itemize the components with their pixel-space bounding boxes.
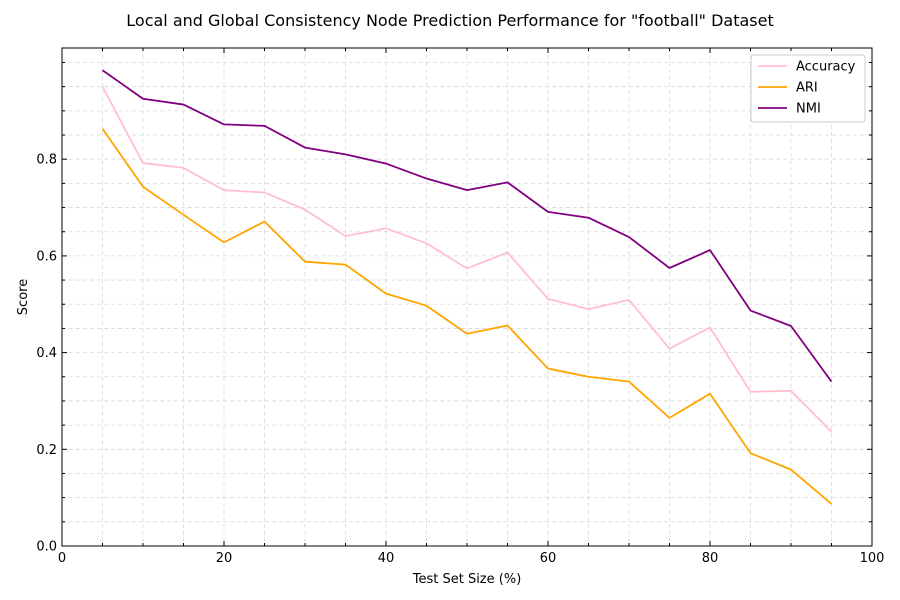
y-tick-label: 0.2 — [36, 443, 57, 458]
series-line-nmi — [101, 69, 833, 383]
series-line-ari — [101, 128, 833, 505]
y-tick-label: 0.6 — [36, 249, 57, 264]
legend-box — [750, 54, 866, 123]
x-tick-label: 20 — [216, 551, 233, 566]
x-tick-label: 0 — [58, 551, 66, 566]
legend: Accuracy ARI NMI — [750, 54, 866, 123]
legend-label-ari: ARI — [796, 81, 818, 96]
y-axis-label: Score — [16, 279, 31, 315]
x-tick-label: 80 — [702, 551, 719, 566]
legend-label-nmi: NMI — [796, 102, 821, 117]
y-tick-label: 0.4 — [36, 346, 57, 361]
y-tick-label: 0.0 — [36, 540, 57, 555]
grid — [61, 48, 873, 547]
axis-ticks: 0 20 40 60 80 100 0.0 0.2 0.4 0.6 0.8 — [36, 48, 884, 566]
y-tick-label: 0.8 — [36, 153, 57, 168]
series-line-accuracy — [101, 86, 833, 433]
x-tick-label: 60 — [540, 551, 557, 566]
chart-title: Local and Global Consistency Node Predic… — [126, 11, 773, 30]
series-layer — [101, 69, 833, 505]
legend-label-accuracy: Accuracy — [796, 60, 856, 75]
x-axis-label: Test Set Size (%) — [412, 572, 522, 587]
x-tick-label: 100 — [860, 551, 885, 566]
x-tick-label: 40 — [378, 551, 395, 566]
